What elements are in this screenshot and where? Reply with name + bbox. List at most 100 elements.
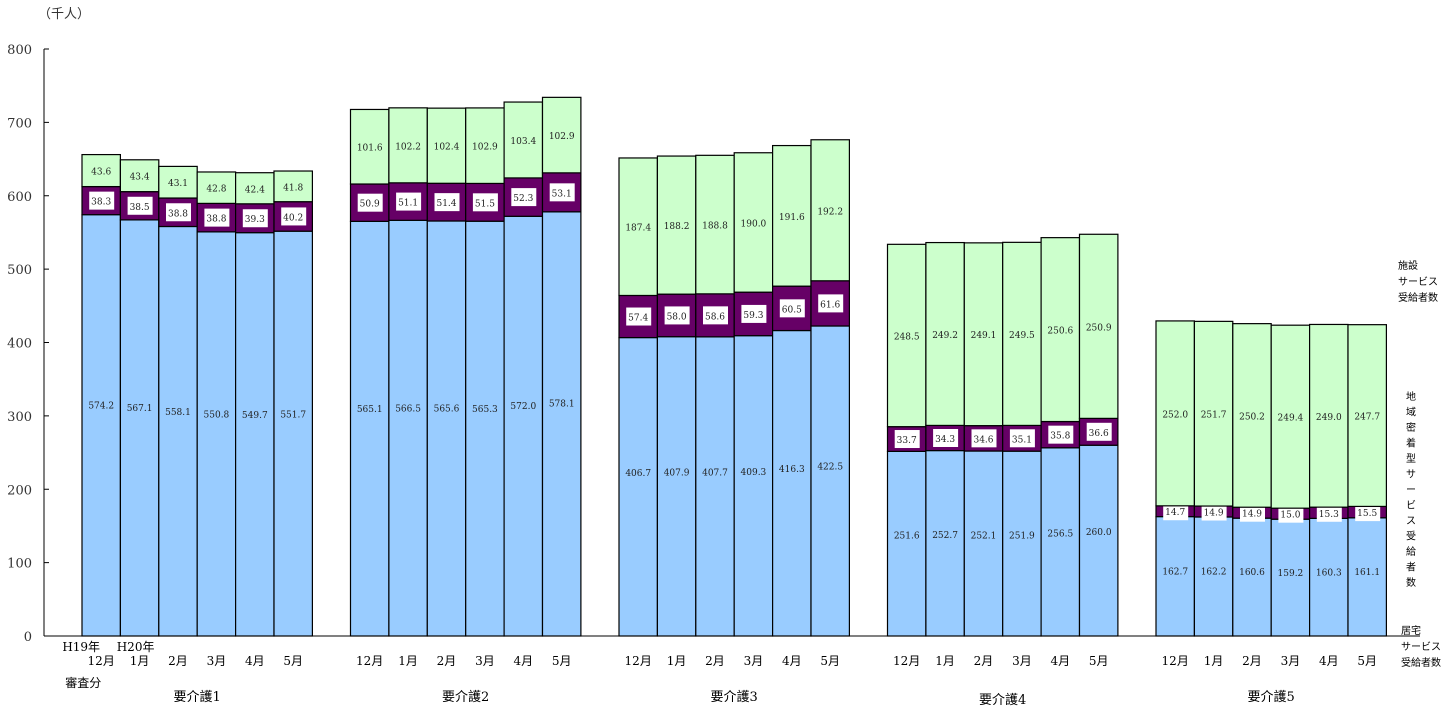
data-label-community: 51.1 [398, 199, 418, 209]
bar-segment-home [1270, 518, 1311, 637]
data-label-home: 416.3 [779, 465, 805, 475]
data-label-community: 34.3 [935, 435, 955, 445]
data-label-home: 558.1 [165, 408, 191, 418]
data-label-home: 565.3 [472, 405, 498, 415]
bar-segment-home [925, 449, 965, 637]
bar-segment-home [1078, 444, 1119, 637]
bar-segment-facility [119, 159, 160, 193]
legend-community: ー [1406, 485, 1416, 496]
data-label-box [89, 191, 115, 210]
data-label-community: 60.5 [782, 305, 802, 315]
bar-segment-facility [1078, 233, 1119, 419]
bar-segment-facility [618, 157, 659, 297]
month-label: 1月 [398, 654, 418, 668]
data-label-facility: 103.4 [510, 137, 536, 147]
month-label: 4月 [782, 654, 802, 668]
month-label: 1月 [1204, 654, 1224, 668]
bar-segment-facility [1002, 241, 1042, 427]
data-label-community: 34.6 [973, 435, 993, 445]
month-label: 5月 [1089, 654, 1109, 668]
bar-segment-home [119, 219, 160, 637]
data-label-community: 38.5 [130, 203, 150, 213]
data-label-facility: 43.6 [91, 168, 111, 178]
month-label: 3月 [207, 654, 227, 668]
data-label-facility: 102.4 [434, 143, 460, 153]
data-label-box [779, 299, 805, 318]
data-label-home: 260.0 [1086, 528, 1112, 538]
bar-segment-home [465, 220, 505, 637]
month-label: 3月 [1281, 654, 1301, 668]
data-label-home: 251.9 [1009, 531, 1035, 541]
data-label-box [204, 208, 230, 227]
data-label-home: 549.7 [242, 411, 268, 421]
data-label-home: 422.5 [817, 462, 843, 472]
legend-home: サービス [1401, 641, 1441, 653]
y-tick-label: 300 [7, 410, 32, 425]
legend-community: 型 [1406, 452, 1416, 465]
data-label-community: 38.8 [206, 215, 226, 225]
legend-community: 受 [1406, 531, 1416, 543]
bar-segment-facility [388, 107, 428, 184]
data-label-home: 160.3 [1316, 568, 1342, 578]
month-label: 3月 [475, 654, 495, 668]
data-label-facility: 43.1 [168, 179, 188, 189]
month-label: 2月 [974, 654, 994, 668]
legend-home: 居宅 [1401, 624, 1421, 637]
data-label-community: 38.3 [91, 198, 111, 208]
month-label: 12月 [1162, 654, 1189, 668]
data-label-home: 159.2 [1278, 569, 1304, 579]
data-label-facility: 250.2 [1239, 412, 1265, 422]
bar-segment-home [388, 219, 428, 637]
month-label: 5月 [820, 654, 840, 668]
data-label-box [1086, 422, 1112, 441]
data-label-home: 550.8 [204, 411, 230, 421]
month-label: 1月 [130, 654, 150, 668]
bar-segment-home [235, 232, 275, 637]
data-label-facility: 43.4 [130, 173, 150, 183]
data-label-box [549, 183, 575, 202]
data-label-facility: 191.6 [779, 213, 805, 223]
data-label-box [818, 294, 844, 313]
month-label: 4月 [245, 654, 265, 668]
bar-segment-facility [886, 243, 927, 428]
legend-community: 数 [1406, 576, 1416, 589]
data-label-community: 35.1 [1012, 435, 1032, 445]
legend-community: 給 [1406, 545, 1416, 558]
data-label-community: 36.6 [1089, 429, 1109, 439]
bar-segment-home [886, 450, 927, 637]
bar-segment-home [656, 336, 697, 637]
data-label-facility: 249.2 [932, 331, 958, 341]
data-label-facility: 247.7 [1354, 413, 1380, 423]
month-label: 1月 [935, 654, 955, 668]
data-label-facility: 250.6 [1047, 327, 1073, 337]
data-label-box [1201, 502, 1227, 521]
data-label-home: 252.1 [971, 531, 997, 541]
data-label-box [1355, 503, 1381, 522]
data-label-facility: 102.9 [472, 143, 498, 153]
data-label-community: 53.1 [552, 189, 572, 199]
data-label-box [396, 192, 422, 211]
data-label-box [357, 193, 383, 212]
bar-segment-facility [1155, 320, 1196, 507]
bar-segment-facility [349, 108, 390, 185]
bar-segment-home [1002, 450, 1042, 637]
bar-segment-home [695, 336, 735, 637]
group-label: 要介護3 [711, 689, 758, 705]
data-label-box [434, 193, 460, 212]
data-label-facility: 252.0 [1162, 410, 1188, 420]
month-label: 12月 [356, 654, 383, 668]
data-label-box [1048, 425, 1074, 444]
category-suffix: 審査分 [65, 675, 101, 690]
bar-segment-home [273, 230, 314, 637]
bar-segment-home [81, 214, 122, 637]
bar-segment-facility [810, 139, 851, 282]
bar-segment-home [771, 329, 812, 637]
data-label-community: 39.3 [245, 215, 265, 225]
data-label-community: 59.3 [743, 311, 763, 321]
legend-community: 域 [1406, 406, 1416, 419]
bar-segment-facility [235, 172, 275, 205]
data-label-home: 162.7 [1162, 567, 1188, 577]
bar-segment-home [541, 211, 582, 637]
category-prefix: H20年 [117, 640, 155, 654]
bar-segment-home [1232, 517, 1272, 637]
